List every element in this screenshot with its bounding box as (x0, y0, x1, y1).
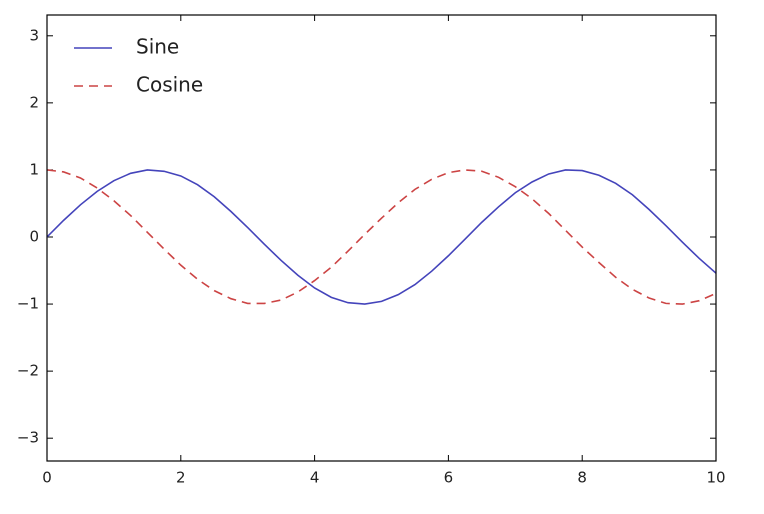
plot-frame (46, 14, 717, 462)
y-tick-label: −2 (17, 362, 39, 380)
x-tick-label: 10 (706, 469, 725, 487)
series-line (47, 169, 716, 305)
x-tick-label: 8 (577, 469, 587, 487)
legend-label: Sine (136, 35, 179, 59)
y-tick-label: −1 (17, 295, 39, 313)
y-tick-label: 1 (29, 160, 39, 178)
x-tick-label: 0 (42, 469, 52, 487)
y-tick-label: 3 (29, 26, 39, 44)
legend-label: Cosine (136, 73, 203, 97)
series-line (47, 169, 716, 305)
y-tick-label: −3 (17, 429, 39, 447)
x-tick-label: 6 (444, 469, 454, 487)
x-tick-label: 2 (176, 469, 186, 487)
y-tick-label: 2 (29, 93, 39, 111)
x-tick-label: 4 (310, 469, 320, 487)
y-tick-label: 0 (29, 227, 39, 245)
